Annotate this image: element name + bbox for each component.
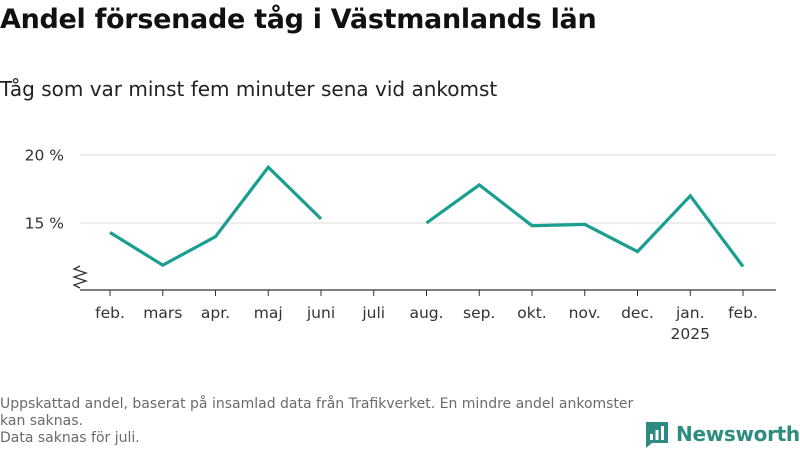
series-line — [109, 164, 323, 268]
x-tick-label: okt. — [517, 304, 546, 322]
x-tick-label: nov. — [569, 304, 601, 322]
axis-break-icon — [71, 265, 89, 289]
y-tick-label: 20 % — [25, 147, 64, 165]
x-tick-label: sep. — [463, 304, 495, 322]
x-tick-label: juli — [361, 304, 385, 322]
x-tick-label: dec. — [621, 304, 654, 322]
x-tick-label: feb. — [728, 304, 758, 322]
footnote-source: Uppskattad andel, baserat på insamlad da… — [0, 396, 634, 429]
x-tick-label: maj — [254, 304, 283, 322]
y-tick-label: 15 % — [25, 215, 64, 233]
footnote-missing-data: Data saknas för juli. — [0, 430, 140, 446]
x-tick-label: aug. — [409, 304, 443, 322]
x-year-label: 2025 — [671, 325, 710, 343]
x-tick-label: mars — [143, 304, 182, 322]
x-tick-label: apr. — [201, 304, 230, 322]
line-chart: 15 % 20 % feb. mars apr. maj juni juli aug. sep. o… — [25, 147, 776, 343]
x-tick-label: jan. — [675, 304, 705, 322]
logo-text: Newsworthy — [676, 422, 800, 446]
newsworthy-logo[interactable]: Newsworthy — [644, 420, 800, 448]
chart-title: Andel försenade tåg i Västmanlands län — [0, 4, 597, 35]
x-tick-label: feb. — [95, 304, 125, 322]
series-line — [425, 182, 745, 268]
bar-chart-logo-icon — [646, 421, 668, 448]
chart-subtitle: Tåg som var minst fem minuter sena vid a… — [0, 77, 498, 101]
footnote: Uppskattad andel, baserat på insamlad da… — [0, 396, 640, 447]
x-tick-label: juni — [306, 304, 335, 322]
